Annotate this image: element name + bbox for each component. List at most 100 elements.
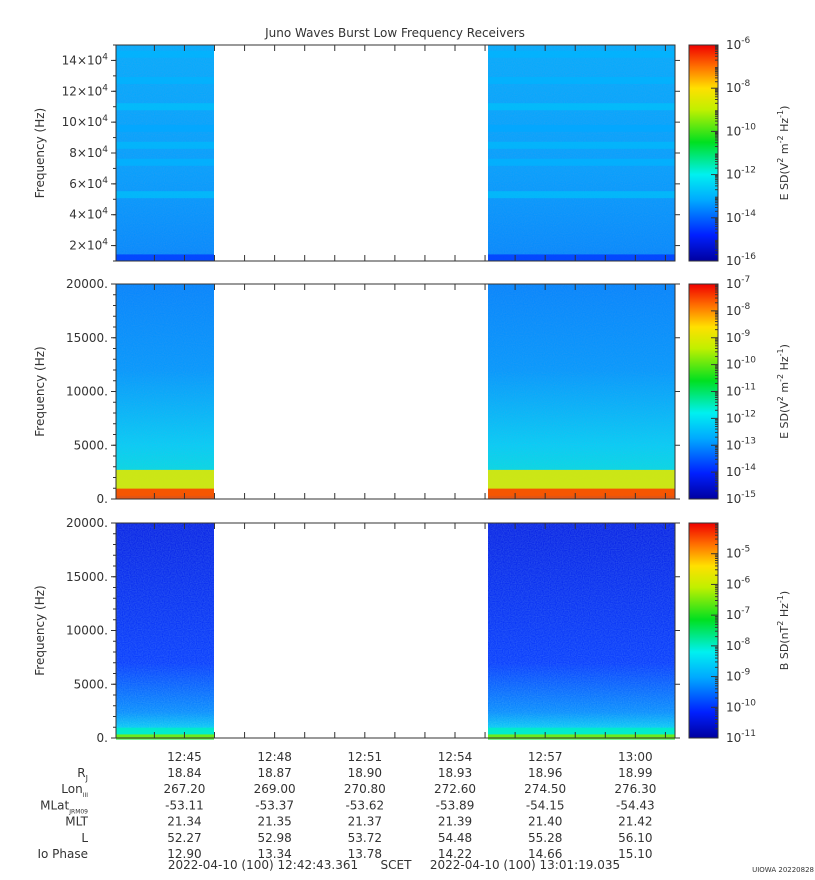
- colorbar-tick-label: 10-12: [726, 166, 756, 182]
- ephemeris-value: 18.96: [528, 766, 562, 780]
- emission-band: [116, 158, 214, 166]
- panels-group: 2×104 4×104 6×104 8×104 10×104 12×104 14×104 Fr…: [33, 36, 791, 745]
- ephemeris-value: 14.66: [528, 847, 562, 861]
- emission-band: [116, 124, 214, 132]
- emission-band: [116, 76, 214, 84]
- data-gap: [214, 45, 488, 261]
- ephemeris-value: 53.72: [348, 831, 382, 845]
- ephemeris-value: 21.39: [438, 815, 472, 829]
- ephemeris-row-subscript: JRM09: [68, 808, 88, 815]
- y-tick-label: 12×104: [62, 83, 109, 98]
- colorbar: 10-16 10-14 10-12 10-10 10-8 10-6 E SD(V2 m-2 …: [688, 36, 791, 268]
- ephemeris-row-subscript: III: [83, 792, 89, 799]
- data-gap: [214, 523, 488, 738]
- colorbar-label-exponent: 2: [776, 621, 785, 626]
- colorbar-label-part: ): [778, 344, 791, 348]
- time-axis: 12:45 12:48 12:51 12:54 12:57 13:00: [167, 750, 652, 764]
- colorbar-tick-exponent: -8: [741, 302, 750, 312]
- colorbar-tick-exponent: -16: [741, 252, 756, 262]
- ephemeris-row-label: MLatJRM09: [40, 798, 88, 815]
- time-tick-label: 12:57: [528, 750, 563, 764]
- emission-band: [488, 734, 675, 740]
- emission-band: [488, 124, 675, 132]
- colorbar-tick-label: 10-5: [726, 545, 750, 561]
- emission-band: [488, 141, 675, 149]
- ephemeris-value: 269.00: [254, 782, 296, 796]
- y-tick-label: 2×104: [69, 238, 108, 253]
- ephemeris-value: 272.60: [434, 782, 476, 796]
- colorbar-label-part: ): [778, 106, 791, 110]
- emission-band: [116, 103, 214, 111]
- colorbar-label-part: ): [778, 591, 791, 595]
- colorbar-tick-exponent: -15: [741, 490, 756, 500]
- ephemeris-value: 15.10: [618, 847, 652, 861]
- colorbar-tick-label: 10-8: [726, 302, 751, 318]
- y-axis-label: Frequency (Hz): [33, 585, 47, 676]
- ephemeris-value: -54.15: [526, 798, 565, 812]
- spectrogram-panel-2: 0. 5000. 10000. 15000. 20000. Frequency (Hz) 1…: [33, 275, 791, 506]
- footer-scet-label: SCET: [381, 858, 413, 872]
- y-tick-exponent: 4: [102, 114, 108, 124]
- colorbar-label-exponent: -1: [776, 595, 785, 603]
- chart-title: Juno Waves Burst Low Frequency Receivers: [264, 26, 525, 40]
- colorbar-label: B SD(nT2 Hz-1): [776, 591, 791, 670]
- colorbar-label-part: Hz: [778, 356, 791, 374]
- spectrogram-segment: [116, 523, 214, 740]
- colorbar-tick-label: 10-15: [726, 490, 756, 506]
- y-tick-label: 4×104: [69, 207, 108, 222]
- ephemeris-row-label: Io Phase: [37, 847, 88, 861]
- colorbar-label: E SD(V2 m-2 Hz-1): [776, 106, 791, 201]
- colorbar-tick-label: 10-16: [726, 252, 756, 268]
- colorbar-tick-label: 10-10: [726, 122, 756, 138]
- ephemeris-value: 14.22: [438, 847, 472, 861]
- colorbar-tick-exponent: -8: [741, 79, 750, 89]
- ephemeris-row-label: RJ: [77, 766, 88, 783]
- colorbar-label-part: E SD(V: [778, 401, 791, 439]
- colorbar-label-part: E SD(V: [778, 162, 791, 200]
- spectrogram-panel-1: 2×104 4×104 6×104 8×104 10×104 12×104 14×104 Fr…: [33, 36, 791, 268]
- ephemeris-value: 21.42: [618, 815, 652, 829]
- colorbar: 10-11 10-10 10-9 10-8 10-7 10-6 10-5 B SD(nT2 H…: [688, 522, 791, 745]
- colorbar-gradient: [689, 45, 718, 261]
- colorbar-label-part: m: [778, 382, 791, 396]
- colorbar-tick-label: 10-6: [726, 575, 751, 591]
- emission-band: [488, 50, 675, 58]
- emission-band: [488, 191, 675, 199]
- emission-band: [116, 254, 214, 262]
- spectrogram-segment: [488, 45, 675, 262]
- y-tick-label: 20000.: [66, 277, 108, 291]
- ephemeris-value: 56.10: [618, 831, 652, 845]
- colorbar-frame: [688, 44, 719, 262]
- spectrogram-noise: [116, 284, 214, 499]
- ephemeris-value: 54.48: [438, 831, 472, 845]
- emission-band: [488, 488, 675, 499]
- y-tick-label: 0.: [97, 731, 108, 745]
- y-tick-exponent: 4: [102, 238, 108, 248]
- colorbar-tick-label: 10-11: [726, 729, 756, 745]
- y-tick-label: 14×104: [62, 52, 109, 67]
- colorbar-tick-exponent: -12: [741, 166, 756, 176]
- colorbar-label-part: Hz: [778, 603, 791, 621]
- spectrogram-segment: [488, 523, 675, 740]
- ephemeris-value: 18.87: [257, 766, 291, 780]
- emission-band: [116, 488, 214, 499]
- footer-start-time: 2022-04-10 (100) 12:42:43.361: [168, 858, 358, 872]
- emission-band: [488, 158, 675, 166]
- spectrogram-noise: [488, 523, 675, 738]
- emission-band: [116, 191, 214, 199]
- y-tick-label: 15000.: [66, 331, 108, 345]
- y-axis-label: Frequency (Hz): [33, 346, 47, 437]
- time-tick-label: 12:51: [348, 750, 383, 764]
- y-tick-exponent: 4: [102, 52, 108, 62]
- ephemeris-value: 55.28: [528, 831, 562, 845]
- ephemeris-value: 21.37: [348, 815, 382, 829]
- spectrogram-panel-3: 0. 5000. 10000. 15000. 20000. Frequency (Hz) 1…: [33, 516, 791, 745]
- colorbar-tick-label: 10-14: [726, 209, 756, 225]
- colorbar-tick-exponent: -6: [741, 575, 750, 585]
- colorbar-gradient: [689, 523, 718, 738]
- colorbar-label-exponent: 2: [776, 396, 785, 401]
- y-tick-label: 10000.: [66, 385, 108, 399]
- colorbar-tick-label: 10-9: [726, 329, 751, 345]
- spectrogram-noise: [488, 284, 675, 499]
- ephemeris-value: 12.90: [167, 847, 201, 861]
